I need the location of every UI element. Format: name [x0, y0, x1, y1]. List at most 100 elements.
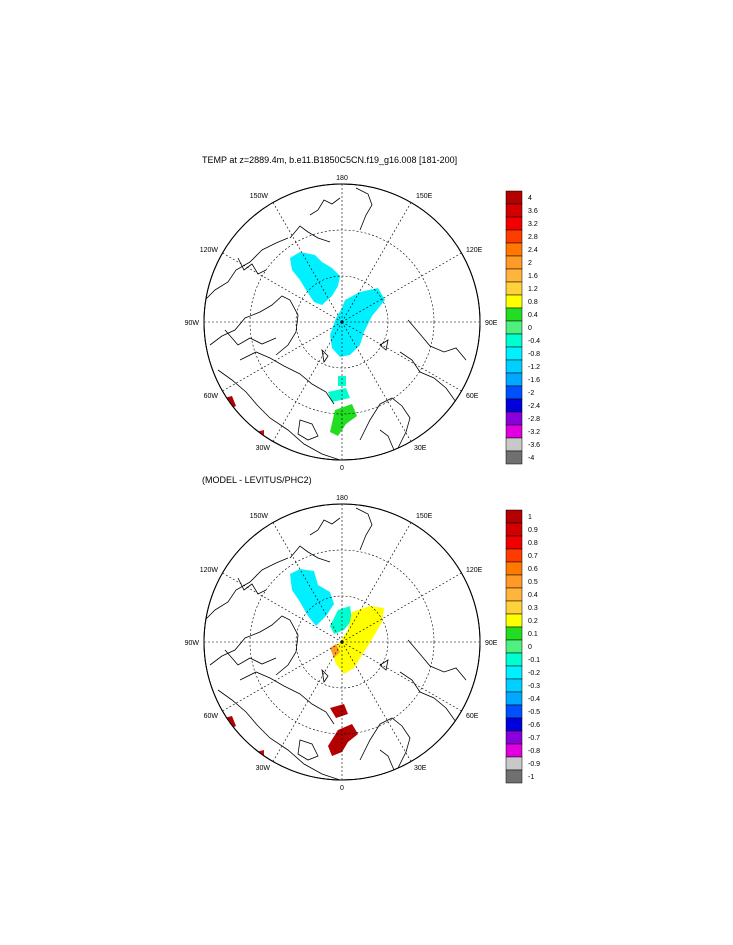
top-lon-label: 60W: [204, 393, 219, 400]
bottom-colorbar-label: 0: [528, 644, 532, 651]
bottom-lon-label: 150E: [416, 513, 433, 520]
top-colorbar-label: 1.6: [528, 273, 538, 280]
bottom-colorbar-swatch: [505, 756, 523, 771]
top-colorbar-swatch: [505, 385, 523, 400]
top-colorbar-swatch: [505, 255, 523, 270]
top-colorbar-label: -2.8: [528, 416, 540, 423]
bottom-lon-label: 120W: [200, 567, 219, 574]
bottom-colorbar-swatch: [505, 548, 523, 563]
bottom-lon-label: 150W: [250, 513, 269, 520]
top-cyan-patch-canada: [290, 252, 340, 305]
top-colorbar-swatch: [505, 268, 523, 283]
top-colorbar-swatch: [505, 190, 523, 205]
top-colorbar-swatch: [505, 424, 523, 439]
bottom-lon-label: 90W: [185, 640, 200, 647]
top-longitude-labels: 180 150E 120E 90E 60E 30E 0 30W 60W 90W …: [185, 175, 498, 472]
bottom-lon-label: 60E: [466, 713, 479, 720]
bottom-colorbar-label: 0.7: [528, 553, 538, 560]
top-colorbar-label: 1.2: [528, 286, 538, 293]
bottom-colorbar-swatch: [505, 769, 523, 784]
bottom-longitude-labels: 180 150E 120E 90E 60E 30E 0 30W 60W 90W …: [185, 495, 498, 792]
bottom-colorbar-swatch: [505, 678, 523, 693]
bottom-yellow-patch: [332, 606, 384, 674]
bottom-lon-label: 90E: [485, 640, 498, 647]
bottom-polar-map: 180 150E 120E 90E 60E 30E 0 30W 60W 90W …: [185, 495, 541, 792]
top-colorbar-swatch: [505, 398, 523, 413]
bottom-colorbar-label: 0.6: [528, 566, 538, 573]
bottom-colorbar-swatch: [505, 691, 523, 706]
top-colorbar-label: -2: [528, 390, 534, 397]
bottom-colorbar-label: 0.9: [528, 527, 538, 534]
bottom-lon-label: 30W: [256, 765, 271, 772]
bottom-meridians: [204, 504, 480, 780]
bottom-colorbar-swatch: [505, 613, 523, 628]
top-lon-label: 180: [336, 175, 348, 182]
top-colorbar-label: -1.6: [528, 377, 540, 384]
bottom-colorbar-swatch: [505, 600, 523, 615]
bottom-colorbar-label: -0.7: [528, 735, 540, 742]
bottom-colorbar-swatch: [505, 561, 523, 576]
bottom-colorbar-swatch: [505, 652, 523, 667]
top-coastlines: [204, 187, 467, 460]
bottom-colorbar-swatch: [505, 574, 523, 589]
bottom-colorbar-swatch: [505, 626, 523, 641]
bottom-colorbar-swatch: [505, 743, 523, 758]
top-colorbar-label: -4: [528, 455, 534, 462]
top-green-patch: [330, 404, 357, 436]
bottom-colorbar-swatch: [505, 509, 523, 524]
bottom-darkred-patch-2: [328, 724, 358, 756]
bottom-colorbar-label: -1: [528, 774, 534, 781]
top-colorbar-label: 2.8: [528, 234, 538, 241]
top-colorbar-label: -1.2: [528, 364, 540, 371]
top-lon-label: 90W: [185, 320, 200, 327]
bottom-colorbar-label: -0.4: [528, 696, 540, 703]
top-colorbar-label: -3.2: [528, 429, 540, 436]
top-colorbar-swatch: [505, 411, 523, 426]
top-colorbar-swatch: [505, 359, 523, 374]
bottom-coastlines: [204, 507, 467, 780]
top-lon-label: 150E: [416, 193, 433, 200]
top-colorbar-label: 3.2: [528, 221, 538, 228]
bottom-colorbar-label: -0.2: [528, 670, 540, 677]
top-colorbar-label: -2.4: [528, 403, 540, 410]
top-colorbar-label: 0.4: [528, 312, 538, 319]
bottom-colorbar-label: -0.6: [528, 722, 540, 729]
top-teal-patch-2: [328, 388, 350, 402]
top-lon-label: 30W: [256, 445, 271, 452]
top-colorbar: 4 3.6 3.2 2.8 2.4 2 1.6 1.2 0.8 0.4 0 -0.4 -0.8 -1.2 -…: [505, 190, 540, 465]
top-lon-label: 150W: [250, 193, 269, 200]
bottom-colorbar-label: 0.4: [528, 592, 538, 599]
bottom-colorbar-label: 0.1: [528, 631, 538, 638]
top-lon-label: 90E: [485, 320, 498, 327]
top-colorbar-label: 2.4: [528, 247, 538, 254]
bottom-colorbar-swatch: [505, 639, 523, 654]
bottom-lon-label: 180: [336, 495, 348, 502]
top-colorbar-swatch: [505, 346, 523, 361]
top-colorbar-swatch: [505, 320, 523, 335]
top-colorbar-label: 2: [528, 260, 532, 267]
top-colorbar-label: 0: [528, 325, 532, 332]
top-colorbar-swatch: [505, 229, 523, 244]
bottom-colorbar-label: -0.1: [528, 657, 540, 664]
top-colorbar-swatch: [505, 281, 523, 296]
bottom-lon-label: 30E: [414, 765, 427, 772]
top-colorbar-label: 3.6: [528, 208, 538, 215]
bottom-lon-label: 120E: [466, 567, 483, 574]
bottom-teal-patch: [330, 606, 352, 634]
top-lon-label: 120W: [200, 247, 219, 254]
bottom-colorbar-label: -0.3: [528, 683, 540, 690]
bottom-darkred-patch-1: [330, 704, 348, 718]
bottom-colorbar-swatch: [505, 665, 523, 680]
top-colorbar-label: -3.6: [528, 442, 540, 449]
top-lon-label: 30E: [414, 445, 427, 452]
top-colorbar-swatch: [505, 450, 523, 465]
top-lon-label: 0: [340, 465, 344, 472]
top-polar-map: 180 150E 120E 90E 60E 30E 0 30W 60W 90W …: [185, 175, 541, 472]
bottom-lon-label: 0: [340, 785, 344, 792]
top-colorbar-swatch: [505, 372, 523, 387]
top-lon-label: 60E: [466, 393, 479, 400]
bottom-colorbar-label: 0.5: [528, 579, 538, 586]
bottom-colorbar-swatch: [505, 717, 523, 732]
bottom-colorbar-swatch: [505, 704, 523, 719]
